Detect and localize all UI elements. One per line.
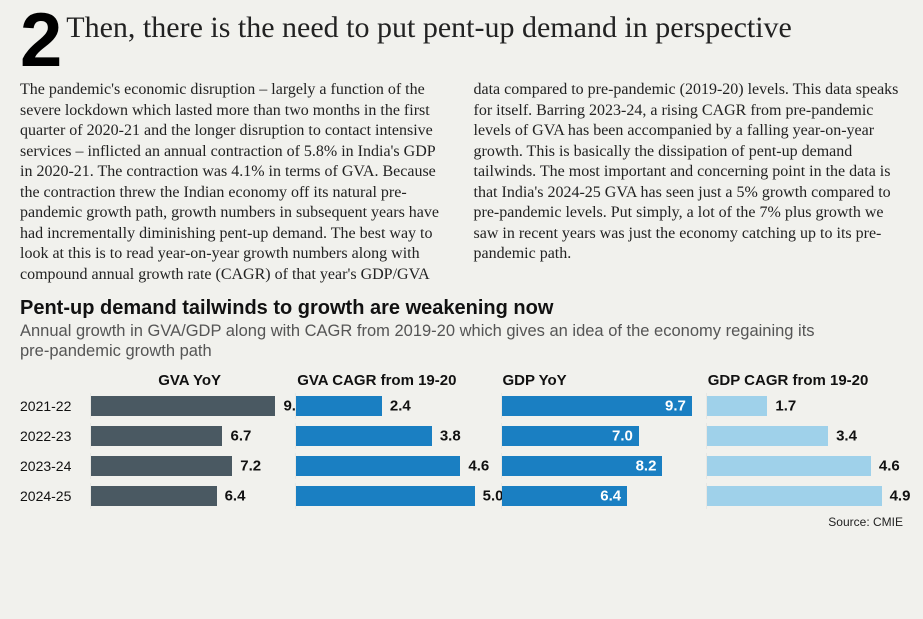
bar-value-label: 9.7 — [665, 397, 686, 414]
bar-cell: 5.0 — [295, 483, 492, 509]
bar — [707, 456, 871, 476]
bar-cell: 4.6 — [295, 453, 492, 479]
bar-cell: 3.8 — [295, 423, 492, 449]
bar-cell: 9.7 — [501, 393, 698, 419]
bar-value-label: 4.6 — [468, 457, 489, 474]
bar-cell: 3.4 — [706, 423, 903, 449]
bar-value-label: 6.4 — [225, 487, 246, 504]
bar — [91, 426, 222, 446]
bar — [707, 426, 828, 446]
chart-grid: GVA YoY GVA CAGR from 19-20 GDP YoY GDP CAG… — [20, 372, 903, 509]
bar-cell: 6.4 — [90, 483, 287, 509]
bar-cell: 7.2 — [90, 453, 287, 479]
bar — [707, 396, 768, 416]
bar-value-label: 1.7 — [775, 397, 796, 414]
body-text: The pandemic's economic disruption – lar… — [20, 80, 903, 285]
bar-value-label: 3.4 — [836, 427, 857, 444]
bar — [296, 456, 460, 476]
bar-cell: 9.4 — [90, 393, 287, 419]
bar-value-label: 7.2 — [240, 457, 261, 474]
year-label: 2021-22 — [20, 393, 82, 419]
bar — [91, 456, 232, 476]
bar-value-label: 6.4 — [600, 487, 621, 504]
chart-source: Source: CMIE — [20, 515, 903, 529]
bar-value-label: 4.9 — [890, 487, 911, 504]
bar: 9.7 — [502, 396, 692, 416]
bar-cell: 4.6 — [706, 453, 903, 479]
bar — [707, 486, 882, 506]
bar-value-label: 6.7 — [230, 427, 251, 444]
bar-cell: 7.0 — [501, 423, 698, 449]
bar-cell: 6.7 — [90, 423, 287, 449]
bar: 7.0 — [502, 426, 639, 446]
chart-subtitle: Annual growth in GVA/GDP along with CAGR… — [20, 322, 820, 362]
bar: 6.4 — [502, 486, 628, 506]
series-header: GVA CAGR from 19-20 — [295, 372, 492, 393]
year-label: 2022-23 — [20, 423, 82, 449]
series-header: GDP YoY — [501, 372, 698, 393]
bar-cell: 2.4 — [295, 393, 492, 419]
bar — [91, 486, 217, 506]
bar-value-label: 4.6 — [879, 457, 900, 474]
bar — [91, 396, 275, 416]
bar-value-label: 8.2 — [636, 457, 657, 474]
bar-value-label: 7.0 — [612, 427, 633, 444]
bar-value-label: 3.8 — [440, 427, 461, 444]
bar-cell: 8.2 — [501, 453, 698, 479]
year-label: 2023-24 — [20, 453, 82, 479]
year-label: 2024-25 — [20, 483, 82, 509]
bar: 8.2 — [502, 456, 663, 476]
bar-cell: 4.9 — [706, 483, 903, 509]
section-number: 2 — [20, 10, 58, 72]
headline: Then, there is the need to put pent-up d… — [66, 10, 903, 44]
bar — [296, 426, 432, 446]
bar-value-label: 2.4 — [390, 397, 411, 414]
bar — [296, 486, 474, 506]
series-header: GVA YoY — [90, 372, 287, 393]
bar — [296, 396, 382, 416]
bar-cell: 6.4 — [501, 483, 698, 509]
series-header: GDP CAGR from 19-20 — [706, 372, 903, 393]
bar-cell: 1.7 — [706, 393, 903, 419]
chart-title: Pent-up demand tailwinds to growth are w… — [20, 297, 903, 320]
